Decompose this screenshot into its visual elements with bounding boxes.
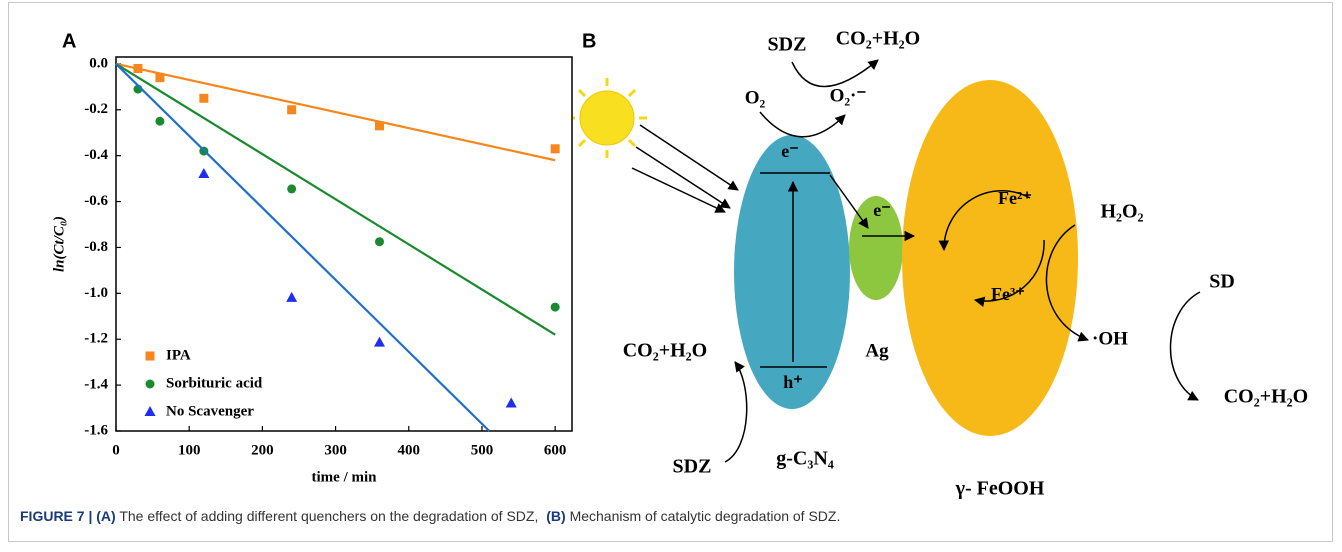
caption-text: The effect of adding different quenchers… bbox=[119, 508, 538, 524]
x-tick-label: 500 bbox=[471, 442, 494, 458]
legend-label: Sorbituric acid bbox=[166, 375, 263, 391]
y-tick-label: 0.0 bbox=[89, 55, 108, 71]
diagram-label: h⁺ bbox=[783, 372, 803, 392]
x-tick-label: 300 bbox=[324, 442, 347, 458]
y-tick-label: -0.2 bbox=[84, 101, 108, 117]
x-axis-label: time / min bbox=[312, 469, 378, 485]
diagram-label: O₂·⁻ bbox=[830, 85, 867, 106]
diagram-label: Fe³⁺ bbox=[991, 284, 1025, 304]
figure-number: FIGURE 7 | bbox=[20, 508, 92, 524]
legend-marker bbox=[146, 352, 155, 361]
x-tick-label: 400 bbox=[398, 442, 421, 458]
legend-marker bbox=[146, 380, 155, 389]
data-point bbox=[155, 117, 164, 126]
data-point bbox=[287, 105, 296, 114]
data-point bbox=[551, 303, 560, 312]
sun bbox=[567, 78, 647, 158]
diagram-label: SDZ bbox=[673, 456, 712, 478]
diagram-label: ·OH bbox=[1092, 328, 1128, 349]
feooh-shape bbox=[902, 80, 1078, 436]
light-arrows bbox=[632, 125, 738, 212]
panel-label: A bbox=[62, 30, 76, 52]
legend-label: No Scavenger bbox=[166, 403, 254, 419]
y-tick-label: -1.6 bbox=[84, 422, 108, 438]
caption-label: (B) bbox=[546, 508, 565, 524]
x-tick-label: 600 bbox=[544, 442, 567, 458]
diagram-label: CO₂+H₂O bbox=[623, 340, 708, 362]
data-point bbox=[199, 94, 208, 103]
diagram-label: Fe²⁺ bbox=[998, 188, 1032, 208]
y-tick-label: -0.4 bbox=[84, 147, 108, 163]
x-tick-label: 0 bbox=[112, 442, 120, 458]
x-tick-label: 100 bbox=[178, 442, 201, 458]
y-tick-label: -0.8 bbox=[84, 239, 108, 255]
data-point bbox=[551, 144, 560, 153]
legend-label: IPA bbox=[166, 347, 191, 363]
y-tick-label: -1.4 bbox=[84, 377, 108, 393]
caption-text: Mechanism of catalytic degradation of SD… bbox=[570, 508, 841, 524]
panel-label: B bbox=[582, 30, 596, 52]
diagram-label: SDZ bbox=[768, 34, 807, 56]
diagram-label: H₂O₂ bbox=[1100, 201, 1143, 223]
y-axis-label: ln(Ct/C₀) bbox=[51, 216, 67, 272]
diagram-label: CO₂+H₂O bbox=[836, 28, 921, 50]
x-tick-label: 200 bbox=[251, 442, 274, 458]
diagram-label: γ- FeOOH bbox=[955, 478, 1045, 500]
caption-label: (A) bbox=[96, 508, 115, 524]
data-point bbox=[287, 184, 296, 193]
y-tick-label: -1.2 bbox=[84, 331, 108, 347]
caption: FIGURE 7 | (A) The effect of adding diff… bbox=[20, 508, 844, 524]
data-point bbox=[155, 73, 164, 82]
diagram-label: e⁻ bbox=[781, 141, 799, 161]
diagram-label: Ag bbox=[865, 340, 889, 361]
diagram-label: CO₂+H₂O bbox=[1224, 386, 1309, 408]
data-point bbox=[133, 64, 142, 73]
g-c3n4-shape bbox=[734, 135, 850, 409]
y-tick-label: -1.0 bbox=[84, 285, 108, 301]
diagram-label: g-C₃N₄ bbox=[776, 448, 834, 470]
data-point bbox=[375, 121, 384, 130]
diagram-label: O₂ bbox=[745, 87, 766, 108]
diagram-label: e⁻ bbox=[873, 200, 891, 220]
y-tick-label: -0.6 bbox=[84, 193, 108, 209]
diagram-label: SD bbox=[1209, 271, 1235, 293]
data-point bbox=[375, 237, 384, 246]
figure: A 0 100 200 300 400 500 600 0.0 -0.2 -0.4 -0.6 -0.8 -… bbox=[0, 0, 1342, 500]
